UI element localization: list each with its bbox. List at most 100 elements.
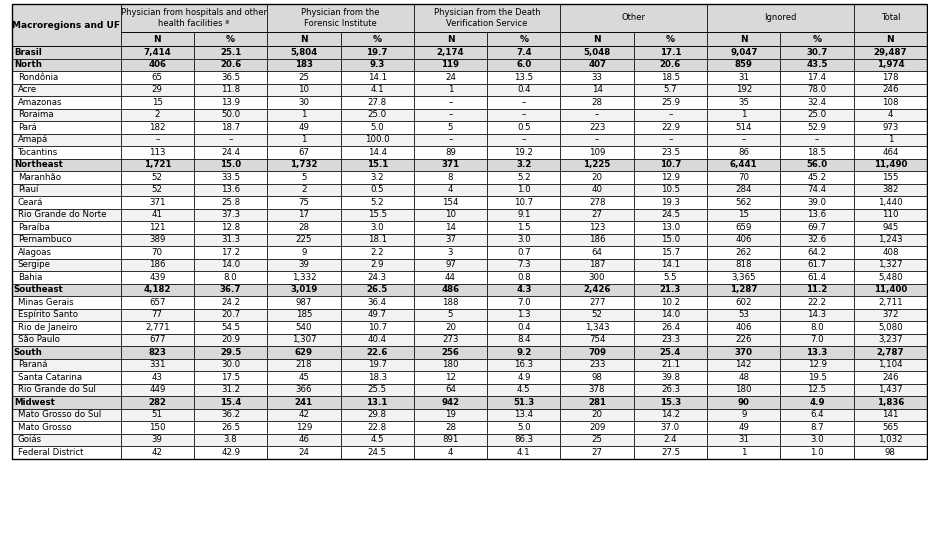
Text: 20: 20 [591,410,602,419]
Bar [414,171,486,184]
Text: 11.8: 11.8 [221,85,240,94]
Bar [486,133,560,146]
Bar [706,271,780,283]
Bar [414,358,486,371]
Text: 21.3: 21.3 [659,285,680,294]
Bar [121,396,194,408]
Text: 6.0: 6.0 [516,60,531,69]
Text: 1,327: 1,327 [877,260,902,270]
Text: 90: 90 [737,398,749,407]
Text: 659: 659 [735,223,751,232]
Text: %: % [372,35,381,44]
Bar [780,96,853,108]
Text: 45: 45 [298,373,309,382]
Bar [121,32,194,46]
Bar [267,4,414,32]
Text: 13.5: 13.5 [514,73,533,82]
Bar [560,371,633,383]
Bar [486,283,560,296]
Text: 86: 86 [738,148,749,157]
Bar [414,133,486,146]
Bar [560,408,633,421]
Text: 21.1: 21.1 [660,360,679,369]
Text: Goiás: Goiás [18,435,42,444]
Text: 25.0: 25.0 [367,110,386,119]
Bar [560,346,633,358]
Bar [633,396,706,408]
Text: 180: 180 [442,360,458,369]
Bar [414,121,486,133]
Bar [341,271,414,283]
Bar [633,196,706,209]
Text: 3,019: 3,019 [290,285,317,294]
Bar [560,421,633,434]
Bar [560,158,633,171]
Text: 209: 209 [588,423,605,432]
Bar [341,358,414,371]
Text: 3.2: 3.2 [370,173,383,182]
Text: –: – [522,135,525,145]
Text: 6.4: 6.4 [809,410,823,419]
Text: Macroregions and UF: Macroregions and UF [12,21,120,30]
Bar [780,408,853,421]
Bar [267,283,341,296]
Bar [633,383,706,396]
Bar [706,184,780,196]
Text: 439: 439 [149,273,165,282]
Bar [853,358,926,371]
Text: 155: 155 [882,173,897,182]
Text: 677: 677 [148,335,165,344]
Text: 27.8: 27.8 [367,98,386,107]
Bar [341,121,414,133]
Bar [633,283,706,296]
Bar [267,334,341,346]
Bar [706,221,780,233]
Bar [706,108,780,121]
Text: %: % [226,35,235,44]
Text: 64: 64 [591,248,602,257]
Bar [194,84,267,96]
Bar [267,358,341,371]
Text: 42: 42 [151,448,162,457]
Bar [121,108,194,121]
Text: N: N [153,35,161,44]
Bar [414,246,486,258]
Text: 24.3: 24.3 [367,273,386,282]
Text: 2,711: 2,711 [877,298,902,307]
Text: %: % [519,35,528,44]
Bar [853,283,926,296]
Text: 449: 449 [149,385,165,395]
Text: 371: 371 [148,198,165,207]
Bar [853,121,926,133]
Text: São Paulo: São Paulo [18,335,59,344]
Text: 15: 15 [738,210,749,219]
Bar [560,221,633,233]
Text: 74.4: 74.4 [806,185,826,194]
Bar [706,4,853,32]
Text: 37.3: 37.3 [221,210,240,219]
Bar [121,408,194,421]
Bar [853,258,926,271]
Bar [486,108,560,121]
Bar [706,309,780,321]
Text: 32.4: 32.4 [806,98,826,107]
Text: 9.3: 9.3 [369,60,384,69]
Bar [267,158,341,171]
Text: Total: Total [880,13,899,22]
Text: North: North [14,60,42,69]
Text: 4.1: 4.1 [517,448,530,457]
Bar [633,121,706,133]
Text: 26.5: 26.5 [221,423,240,432]
Bar [414,346,486,358]
Bar [267,171,341,184]
Text: Midwest: Midwest [14,398,55,407]
Bar [560,446,633,459]
Bar [194,59,267,71]
Bar [414,383,486,396]
Bar [414,334,486,346]
Text: 24: 24 [445,73,456,82]
Text: Espírito Santo: Espírito Santo [18,310,78,319]
Text: 226: 226 [735,335,751,344]
Bar [12,321,121,334]
Bar [194,146,267,158]
